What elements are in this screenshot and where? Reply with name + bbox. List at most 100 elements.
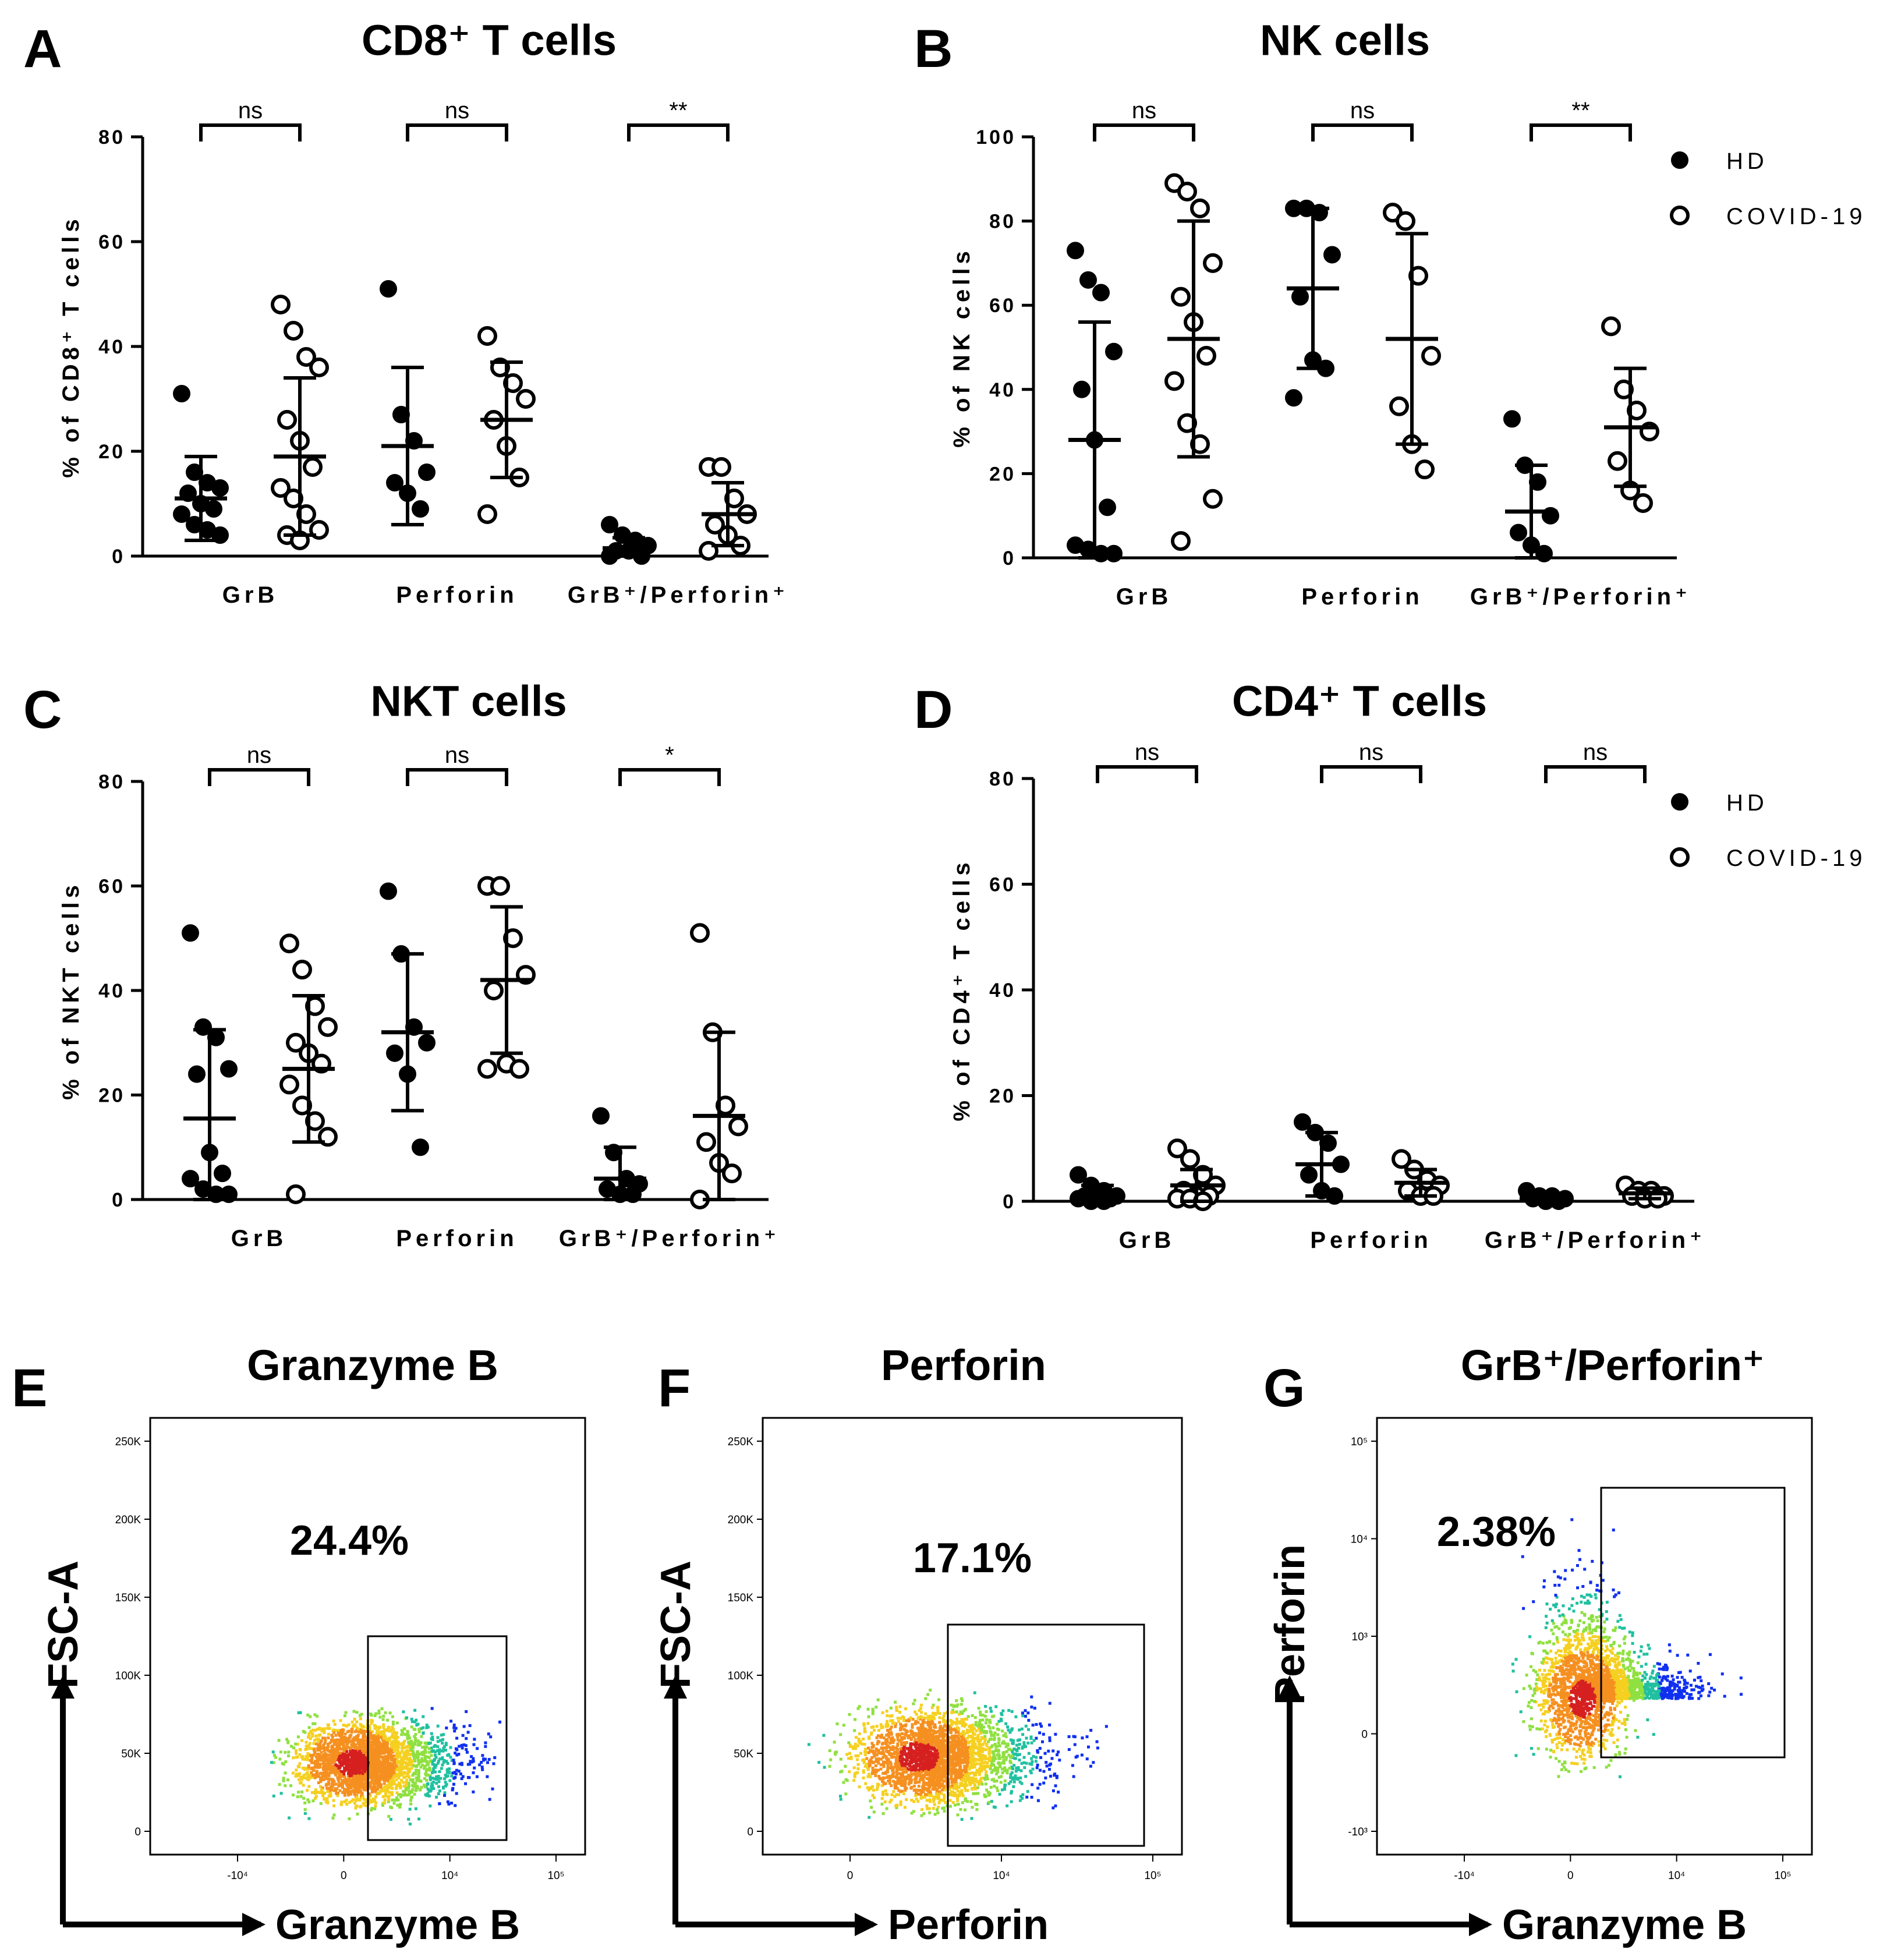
event-dot <box>374 1769 377 1773</box>
event-dot <box>323 1756 326 1759</box>
event-dot <box>908 1775 911 1779</box>
event-dot <box>359 1805 362 1809</box>
event-dot <box>395 1731 398 1735</box>
event-dot <box>1004 1722 1008 1725</box>
event-dot <box>959 1732 962 1736</box>
event-dot <box>936 1788 939 1791</box>
event-dot <box>371 1774 375 1778</box>
event-dot <box>352 1789 355 1792</box>
event-dot <box>951 1801 955 1805</box>
event-dot <box>394 1738 397 1741</box>
event-dot <box>478 1763 482 1767</box>
event-dot <box>912 1702 915 1706</box>
y-tick-label: 20 <box>98 441 125 463</box>
event-dot <box>950 1735 954 1738</box>
event-dot <box>294 1749 298 1753</box>
event-dot <box>451 1788 454 1792</box>
event-dot <box>380 1734 384 1738</box>
event-dot <box>953 1794 956 1798</box>
event-dot <box>360 1783 363 1786</box>
event-dot <box>978 1759 981 1762</box>
event-dot <box>284 1784 287 1788</box>
event-dot <box>327 1753 331 1757</box>
significance-label: ns <box>1132 98 1156 123</box>
covid-data-point <box>1180 1149 1200 1169</box>
event-dot <box>881 1725 884 1729</box>
event-dot <box>364 1751 368 1754</box>
event-dot <box>951 1760 954 1764</box>
event-dot <box>368 1743 371 1747</box>
event-dot <box>444 1784 447 1788</box>
event-dot <box>875 1747 878 1750</box>
event-dot <box>923 1775 926 1778</box>
event-dot <box>942 1786 946 1789</box>
event-dot <box>387 1767 391 1770</box>
event-dot <box>962 1769 966 1773</box>
event-dot <box>462 1725 466 1728</box>
event-dot <box>287 1750 291 1754</box>
event-dot <box>933 1813 937 1816</box>
event-dot <box>452 1726 456 1729</box>
event-dot <box>380 1736 384 1740</box>
event-dot <box>948 1757 952 1760</box>
event-dot <box>951 1708 954 1712</box>
covid-data-point <box>696 1132 716 1152</box>
event-dot <box>385 1778 389 1782</box>
event-dot <box>984 1754 987 1758</box>
event-dot <box>360 1794 363 1798</box>
event-dot <box>1018 1753 1021 1756</box>
event-dot <box>912 1784 916 1788</box>
event-dot <box>441 1763 444 1767</box>
event-dot <box>1010 1800 1013 1803</box>
event-dot <box>939 1778 943 1782</box>
event-dot <box>299 1775 303 1779</box>
event-dot <box>356 1784 359 1788</box>
event-dot <box>859 1752 862 1755</box>
event-dot <box>368 1759 371 1763</box>
event-dot <box>922 1716 926 1720</box>
event-dot <box>1048 1739 1052 1742</box>
event-dot <box>392 1722 395 1726</box>
event-dot <box>917 1727 921 1731</box>
event-dot <box>959 1807 962 1811</box>
event-dot <box>310 1771 313 1774</box>
event-dot <box>282 1777 285 1780</box>
event-dot <box>470 1760 474 1764</box>
hd-data-point <box>182 1170 199 1188</box>
legend-label: COVID-19 <box>1726 204 1867 229</box>
event-dot <box>1018 1743 1021 1746</box>
event-dot <box>321 1772 324 1775</box>
event-dot <box>363 1782 366 1786</box>
event-dot <box>1024 1745 1028 1748</box>
event-dot <box>357 1768 361 1771</box>
hd-data-point <box>1092 284 1110 302</box>
event-dot <box>356 1733 360 1737</box>
significance-bracket <box>1530 123 1632 141</box>
y-tick-label: 100 <box>976 126 1016 148</box>
event-dot <box>365 1761 369 1764</box>
event-dot <box>993 1743 997 1746</box>
event-dot <box>376 1772 379 1775</box>
event-dot <box>345 1803 349 1806</box>
event-dot <box>958 1767 962 1770</box>
event-dot <box>297 1711 300 1714</box>
event-dot <box>867 1788 870 1792</box>
event-dot <box>328 1789 332 1792</box>
covid-data-point <box>1396 211 1415 231</box>
event-dot <box>403 1771 406 1775</box>
event-dot <box>865 1757 869 1760</box>
event-dot <box>309 1737 312 1740</box>
event-dot <box>296 1795 299 1799</box>
event-dot <box>1017 1746 1020 1750</box>
covid-data-point <box>1601 316 1621 337</box>
event-dot <box>420 1735 423 1738</box>
event-dot <box>340 1775 344 1778</box>
event-dot <box>338 1734 342 1738</box>
event-dot <box>385 1741 388 1745</box>
event-dot <box>999 1781 1003 1784</box>
event-dot <box>410 1795 413 1799</box>
event-dot <box>1042 1770 1046 1773</box>
event-dot <box>426 1755 429 1759</box>
event-dot <box>326 1765 330 1768</box>
